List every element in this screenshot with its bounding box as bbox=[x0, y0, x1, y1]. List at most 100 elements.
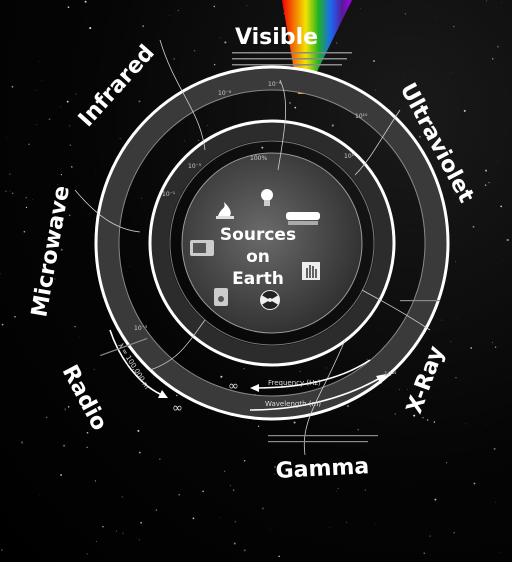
earth-core bbox=[181, 152, 363, 334]
star bbox=[465, 422, 466, 424]
star bbox=[9, 173, 11, 175]
star bbox=[149, 69, 151, 70]
star bbox=[69, 144, 72, 147]
star bbox=[219, 517, 221, 518]
blurb-gamma bbox=[268, 435, 378, 437]
star bbox=[39, 494, 40, 496]
star bbox=[45, 416, 48, 419]
star bbox=[86, 446, 88, 449]
xray-callout bbox=[361, 289, 431, 331]
infrared-callout bbox=[159, 39, 206, 151]
star bbox=[274, 465, 276, 468]
star bbox=[374, 89, 376, 91]
star bbox=[243, 368, 245, 370]
star bbox=[429, 535, 431, 537]
star bbox=[407, 388, 408, 390]
inner-ring-inner-edge bbox=[169, 140, 375, 346]
star bbox=[71, 166, 73, 168]
star bbox=[60, 474, 63, 476]
star bbox=[192, 517, 195, 520]
axis-arrows bbox=[109, 329, 381, 411]
star bbox=[193, 50, 196, 52]
star bbox=[11, 192, 14, 195]
radio-icon bbox=[214, 288, 228, 306]
star bbox=[433, 421, 436, 423]
star bbox=[274, 473, 276, 475]
star bbox=[86, 20, 87, 22]
star bbox=[137, 429, 140, 432]
tanning-bed-icon bbox=[286, 212, 320, 225]
star bbox=[126, 423, 127, 425]
star bbox=[360, 464, 363, 468]
star bbox=[234, 520, 237, 523]
tick-inner-d: 10⁻³ bbox=[134, 325, 148, 332]
star bbox=[23, 230, 26, 233]
star bbox=[446, 462, 448, 464]
blurb-visible bbox=[232, 52, 352, 54]
center-title-line3: Earth bbox=[232, 269, 284, 289]
star bbox=[138, 451, 141, 454]
band-label-microwave: Microwave bbox=[27, 184, 75, 319]
star bbox=[38, 61, 40, 62]
star bbox=[126, 271, 128, 272]
star bbox=[337, 488, 339, 490]
star bbox=[52, 253, 54, 256]
star bbox=[325, 367, 327, 369]
star bbox=[346, 404, 350, 408]
wavelength-arrowhead bbox=[376, 374, 386, 384]
star bbox=[32, 199, 34, 201]
star bbox=[463, 449, 465, 451]
star bbox=[485, 169, 487, 172]
wavelength-arrow bbox=[249, 377, 381, 411]
star bbox=[89, 27, 92, 30]
star bbox=[454, 193, 456, 195]
star bbox=[335, 42, 338, 44]
star bbox=[94, 480, 97, 482]
radio-arrowhead bbox=[158, 390, 168, 398]
star bbox=[336, 490, 338, 492]
star bbox=[14, 315, 16, 318]
star bbox=[357, 429, 359, 431]
band-label-radio: Radio bbox=[57, 361, 112, 435]
star bbox=[346, 521, 347, 523]
star bbox=[329, 527, 330, 529]
star bbox=[495, 501, 497, 503]
star bbox=[86, 431, 89, 434]
star bbox=[485, 0, 487, 2]
star bbox=[68, 214, 71, 217]
star bbox=[1, 323, 4, 326]
star bbox=[159, 458, 161, 460]
star bbox=[472, 225, 475, 228]
star bbox=[224, 41, 227, 44]
frequency-arrowhead bbox=[250, 384, 259, 392]
star bbox=[68, 125, 71, 127]
star bbox=[64, 408, 67, 411]
tick-inner-e: 10¹ bbox=[344, 153, 355, 160]
star bbox=[140, 522, 142, 524]
star bbox=[493, 447, 496, 450]
tick-inner-c: 10⁻¹ bbox=[162, 191, 176, 198]
star bbox=[67, 406, 70, 408]
blurb-xray bbox=[400, 300, 440, 302]
star bbox=[63, 444, 66, 447]
star bbox=[488, 182, 490, 184]
visible-callout bbox=[277, 79, 287, 171]
star bbox=[57, 184, 58, 185]
star bbox=[60, 174, 62, 176]
star bbox=[470, 347, 473, 349]
star bbox=[454, 260, 457, 262]
star bbox=[25, 197, 27, 199]
band-label-gamma: Gamma bbox=[275, 454, 370, 484]
blurb-radio bbox=[99, 337, 148, 357]
star bbox=[11, 85, 14, 88]
blurb-gamma-2 bbox=[268, 441, 368, 443]
outer-ring-band bbox=[97, 68, 447, 418]
star bbox=[360, 7, 362, 9]
star bbox=[450, 72, 452, 73]
star bbox=[35, 90, 37, 91]
star bbox=[173, 58, 175, 60]
tick-outer-lower: 10¹⁴ bbox=[384, 371, 397, 378]
star bbox=[142, 25, 145, 27]
star bbox=[0, 273, 1, 275]
